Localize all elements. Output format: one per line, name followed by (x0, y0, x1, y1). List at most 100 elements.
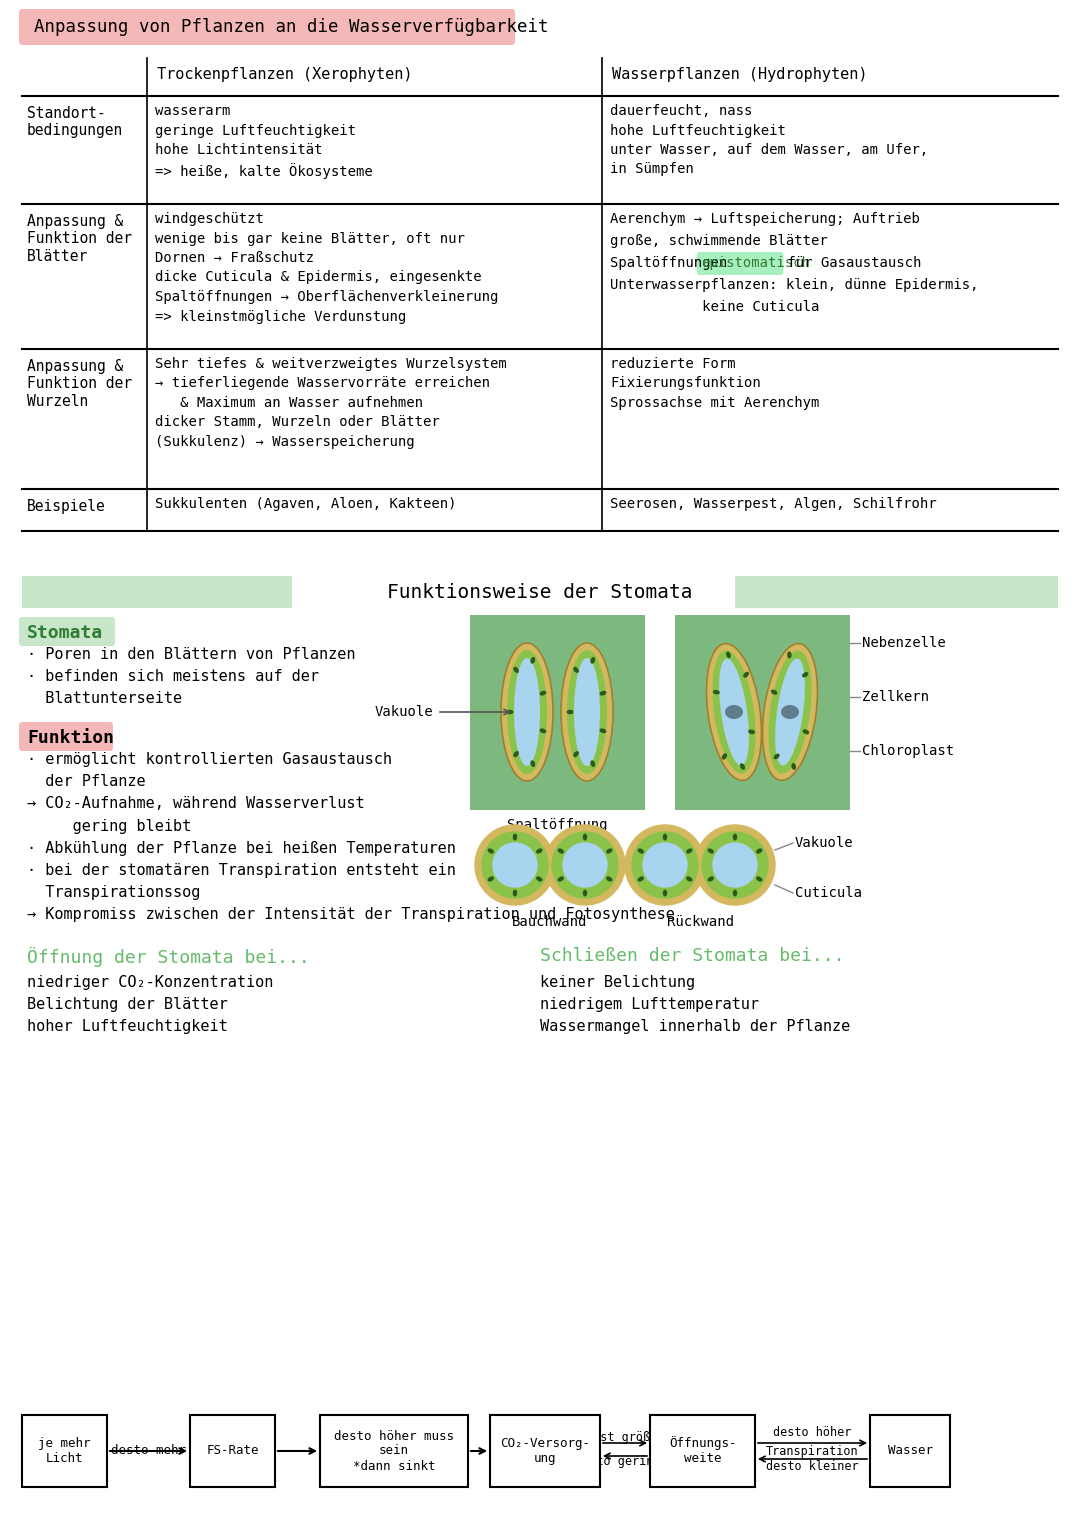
Text: Vakuole: Vakuole (375, 705, 434, 719)
Text: keine Cuticula: keine Cuticula (610, 299, 820, 315)
Text: desto höher: desto höher (773, 1426, 852, 1440)
Ellipse shape (583, 890, 588, 896)
Ellipse shape (591, 760, 595, 767)
Text: Sukkulenten (Agaven, Aloen, Kakteen): Sukkulenten (Agaven, Aloen, Kakteen) (156, 496, 457, 512)
Text: Cuticula: Cuticula (795, 886, 862, 899)
Text: Anpassung &
Funktion der
Blätter: Anpassung & Funktion der Blätter (27, 214, 132, 264)
Text: Funktion: Funktion (27, 728, 114, 747)
Ellipse shape (721, 753, 727, 759)
Ellipse shape (707, 849, 714, 854)
Text: Trockenpflanzen (Xerophyten): Trockenpflanzen (Xerophyten) (157, 67, 413, 82)
Ellipse shape (513, 667, 518, 673)
Circle shape (625, 825, 705, 906)
Circle shape (643, 843, 687, 887)
Ellipse shape (540, 728, 546, 733)
Text: Nebenzelle: Nebenzelle (862, 637, 946, 651)
Ellipse shape (686, 876, 692, 881)
Ellipse shape (732, 834, 738, 840)
Text: Vakuole: Vakuole (795, 835, 853, 851)
Text: Wasser: Wasser (888, 1445, 932, 1457)
Text: Sehr tiefes & weitverzweigtes Wurzelsystem
→ tieferliegende Wasservorräte erreic: Sehr tiefes & weitverzweigtes Wurzelsyst… (156, 357, 507, 449)
Ellipse shape (802, 730, 809, 734)
Text: epistomatisch: epistomatisch (701, 257, 810, 270)
Text: Transpiration: Transpiration (766, 1445, 859, 1457)
Ellipse shape (536, 849, 542, 854)
Bar (320, 1416, 468, 1487)
Ellipse shape (501, 643, 553, 780)
Ellipse shape (802, 672, 809, 678)
FancyBboxPatch shape (19, 722, 113, 751)
Text: Öffnung der Stomata bei...: Öffnung der Stomata bei... (27, 947, 310, 967)
Text: windgeschützt
wenige bis gar keine Blätter, oft nur
Dornen → Fraßschutz
dicke Cu: windgeschützt wenige bis gar keine Blätt… (156, 212, 498, 324)
Ellipse shape (513, 890, 517, 896)
Bar (735, 576, 1058, 608)
Circle shape (696, 825, 775, 906)
Text: Stomata: Stomata (27, 625, 103, 641)
FancyBboxPatch shape (19, 9, 515, 44)
Ellipse shape (762, 643, 818, 780)
Ellipse shape (726, 652, 731, 658)
Text: Anpassung &
Funktion der
Wurzeln: Anpassung & Funktion der Wurzeln (27, 359, 132, 409)
Ellipse shape (530, 657, 536, 664)
Ellipse shape (707, 876, 714, 881)
Text: desto mehr: desto mehr (111, 1445, 186, 1457)
Circle shape (632, 832, 698, 898)
Bar (675, 615, 850, 809)
Text: FS-Rate: FS-Rate (206, 1445, 259, 1457)
Bar (22, 576, 292, 608)
Text: · ermöglicht kontrollierten Gasaustausch
  der Pflanze
→ CO₂-Aufnahme, während W: · ermöglicht kontrollierten Gasaustausch… (27, 751, 675, 922)
Text: desto geringer: desto geringer (576, 1455, 675, 1467)
Ellipse shape (591, 657, 595, 664)
Text: Anpassung von Pflanzen an die Wasserverfügbarkeit: Anpassung von Pflanzen an die Wasserverf… (33, 18, 549, 37)
Bar (470, 615, 645, 809)
Ellipse shape (567, 710, 573, 715)
Text: dest größer: dest größer (585, 1431, 664, 1443)
Text: Bauchwand: Bauchwand (512, 915, 588, 928)
Ellipse shape (756, 849, 762, 854)
Ellipse shape (487, 876, 494, 881)
Circle shape (492, 843, 537, 887)
Ellipse shape (567, 651, 607, 774)
Ellipse shape (792, 764, 796, 770)
Text: Chloroplast: Chloroplast (862, 744, 954, 757)
Ellipse shape (771, 690, 778, 695)
Text: Seerosen, Wasserpest, Algen, Schilfrohr: Seerosen, Wasserpest, Algen, Schilfrohr (610, 496, 936, 512)
Ellipse shape (706, 643, 761, 780)
Ellipse shape (513, 751, 518, 757)
Text: Unterwasserpflanzen: klein, dünne Epidermis,: Unterwasserpflanzen: klein, dünne Epider… (610, 278, 978, 292)
FancyBboxPatch shape (19, 617, 114, 646)
Ellipse shape (748, 730, 755, 734)
Text: reduzierte Form
Fixierungsfunktion
Sprossachse mit Aerenchym: reduzierte Form Fixierungsfunktion Spros… (610, 357, 820, 411)
Ellipse shape (573, 667, 579, 673)
Ellipse shape (713, 690, 720, 695)
Ellipse shape (487, 849, 494, 854)
Text: keiner Belichtung
niedrigem Lufttemperatur
Wassermangel innerhalb der Pflanze: keiner Belichtung niedrigem Lufttemperat… (540, 976, 850, 1034)
Ellipse shape (583, 834, 588, 840)
Text: Spaltöffnung: Spaltöffnung (507, 818, 607, 832)
Ellipse shape (573, 658, 600, 767)
Circle shape (482, 832, 548, 898)
Circle shape (552, 832, 618, 898)
Text: Standort-
bedingungen: Standort- bedingungen (27, 105, 123, 139)
Text: Aerenchym → Luftspeicherung; Auftrieb: Aerenchym → Luftspeicherung; Auftrieb (610, 212, 920, 226)
Ellipse shape (756, 876, 762, 881)
Ellipse shape (561, 643, 613, 780)
Ellipse shape (719, 658, 748, 765)
Ellipse shape (732, 890, 738, 896)
Ellipse shape (663, 834, 667, 840)
Ellipse shape (686, 849, 692, 854)
Ellipse shape (599, 690, 606, 696)
Ellipse shape (513, 834, 517, 840)
Ellipse shape (530, 760, 536, 767)
Text: · Poren in den Blättern von Pflanzen
· befinden sich meistens auf der
  Blattunt: · Poren in den Blättern von Pflanzen · b… (27, 647, 355, 707)
Text: Beispiele: Beispiele (27, 499, 106, 515)
Ellipse shape (514, 658, 540, 767)
Ellipse shape (557, 876, 564, 881)
Ellipse shape (787, 652, 792, 658)
Circle shape (713, 843, 757, 887)
Text: große, schwimmende Blätter: große, schwimmende Blätter (610, 234, 827, 247)
Bar (650, 1416, 755, 1487)
Ellipse shape (713, 651, 756, 774)
Ellipse shape (573, 751, 579, 757)
Text: dauerfeucht, nass
hohe Luftfeuchtigkeit
unter Wasser, auf dem Wasser, am Ufer,
i: dauerfeucht, nass hohe Luftfeuchtigkeit … (610, 104, 928, 177)
